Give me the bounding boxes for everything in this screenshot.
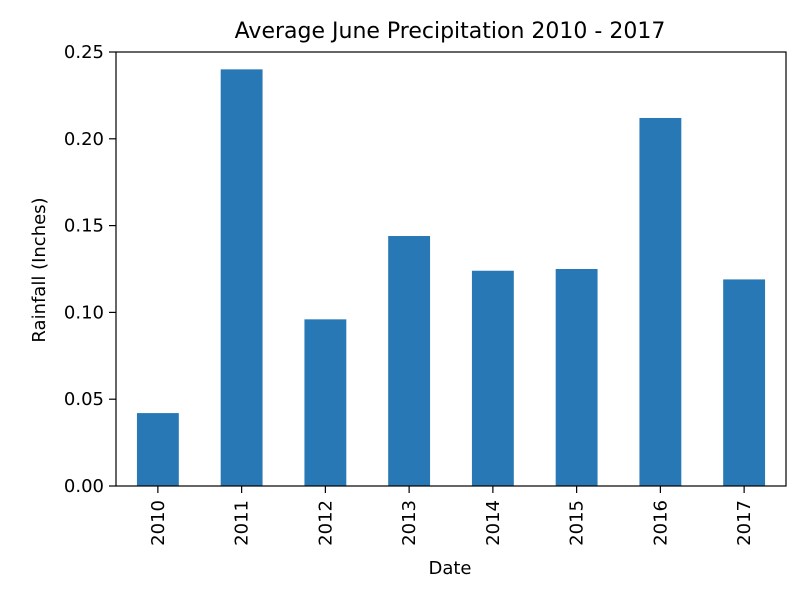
bar-2016 bbox=[639, 117, 682, 486]
x-tick-label: 2016 bbox=[650, 500, 671, 546]
bar-2011 bbox=[220, 69, 263, 487]
bar-2017 bbox=[723, 279, 766, 486]
x-tick-label: 2011 bbox=[232, 500, 253, 546]
chart-title: Average June Precipitation 2010 - 2017 bbox=[235, 19, 666, 44]
y-tick-label: 0.00 bbox=[64, 476, 104, 497]
x-tick-label: 2012 bbox=[315, 500, 336, 546]
y-axis-label: Rainfall (Inches) bbox=[29, 197, 50, 342]
x-tick-label: 2015 bbox=[567, 500, 588, 546]
y-tick-label: 0.05 bbox=[64, 389, 104, 410]
x-axis-label: Date bbox=[428, 558, 471, 579]
bar-2012 bbox=[304, 319, 347, 486]
x-tick-label: 2014 bbox=[483, 500, 504, 546]
bar-2010 bbox=[136, 413, 179, 486]
x-tick-label: 2010 bbox=[148, 500, 169, 546]
plot-frame bbox=[115, 51, 787, 487]
y-tick-label: 0.15 bbox=[64, 216, 104, 237]
bar-2015 bbox=[555, 269, 598, 486]
x-tick-label: 2017 bbox=[734, 500, 755, 546]
bar-2013 bbox=[388, 236, 431, 486]
y-tick-label: 0.20 bbox=[64, 129, 104, 150]
y-tick-label: 0.10 bbox=[64, 302, 104, 323]
plot-area: 0.00 0.05 0.10 0.15 0.20 0.25 2010 2011 2012 2013… bbox=[64, 42, 787, 546]
bar-2014 bbox=[471, 270, 514, 486]
x-tick-label: 2013 bbox=[399, 500, 420, 546]
y-tick-label: 0.25 bbox=[64, 42, 104, 63]
